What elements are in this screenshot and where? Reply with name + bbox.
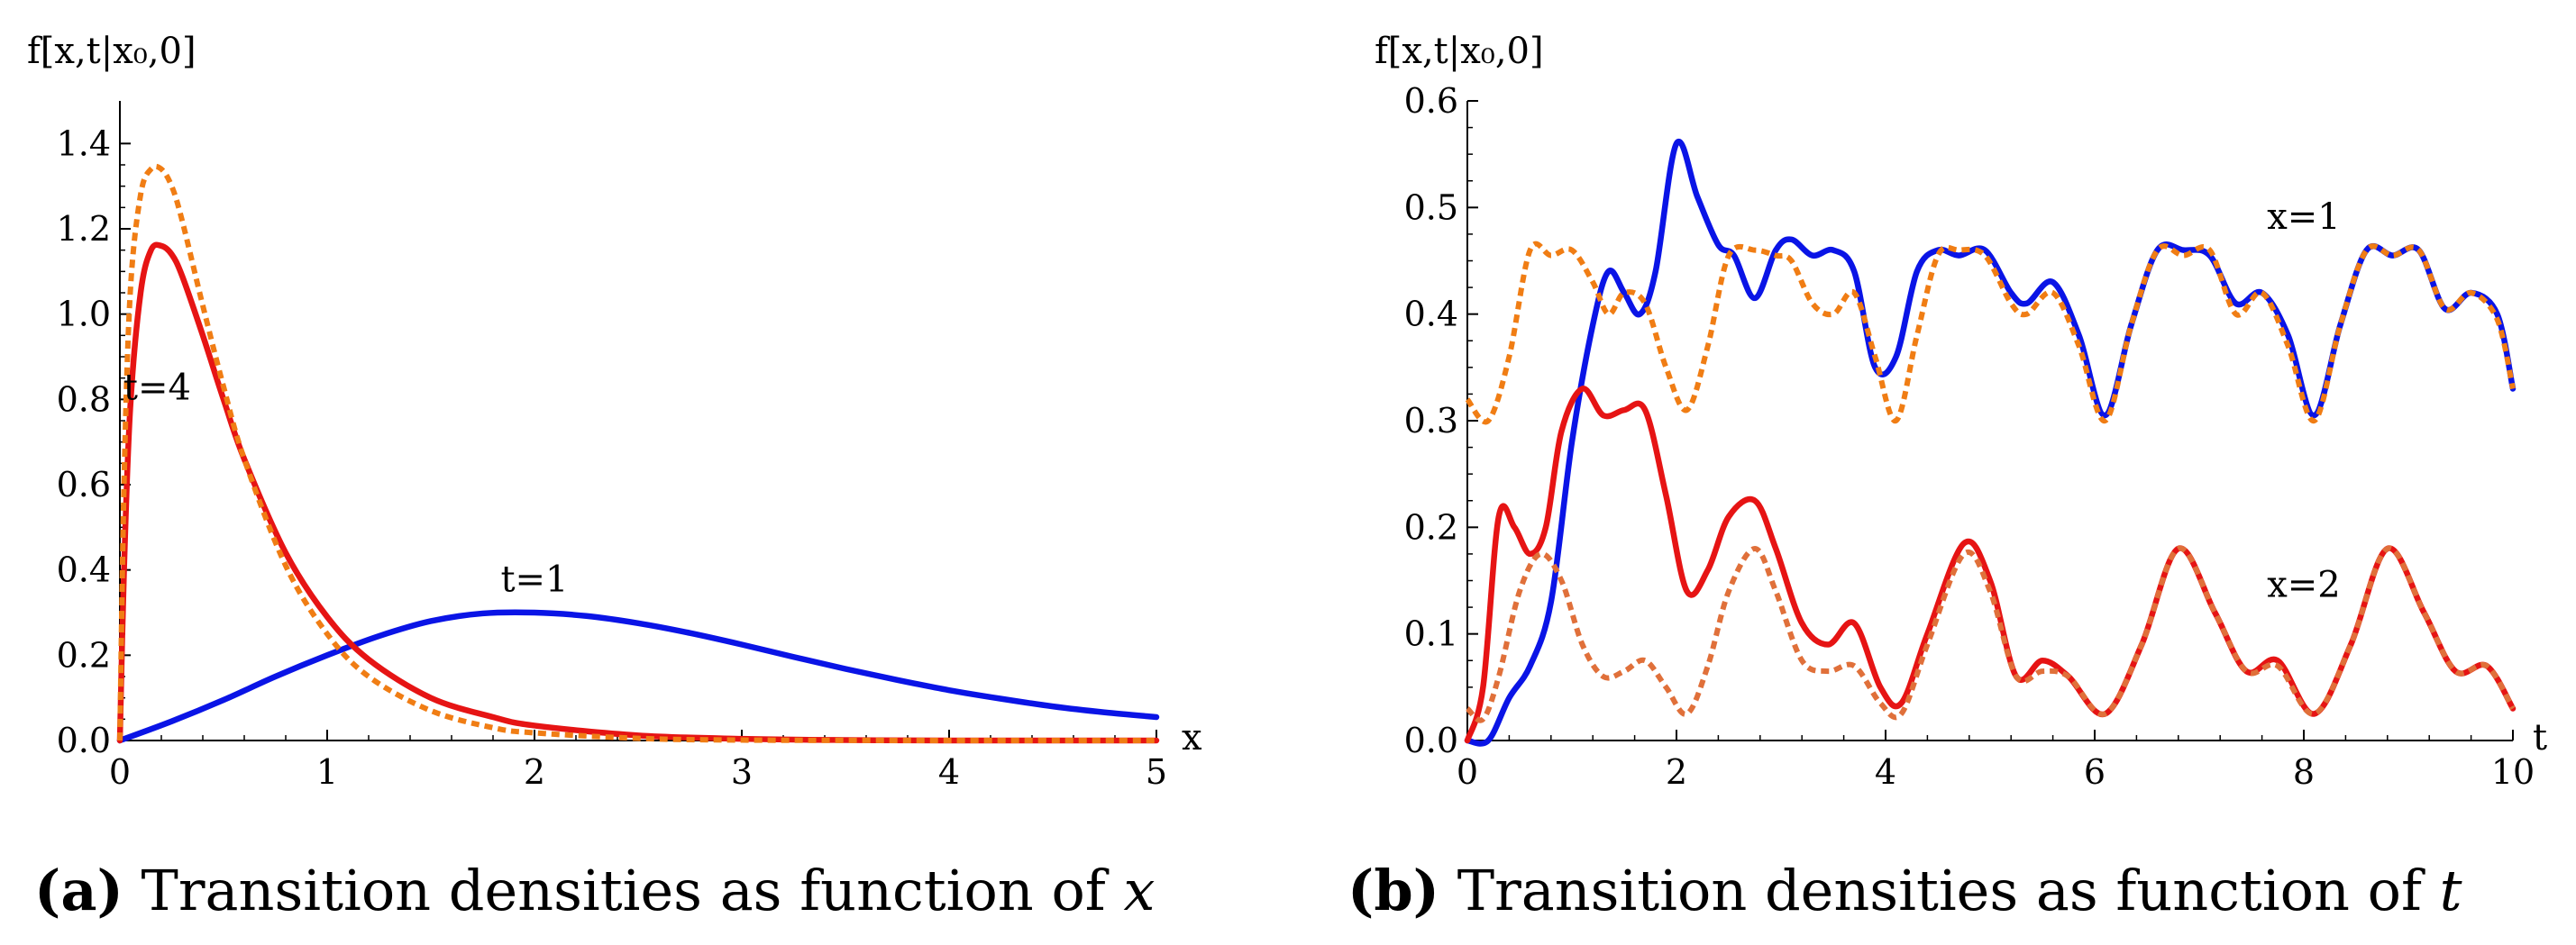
chart-panel-a: 0.0 0.2 0.4 0.6 0.8 1.0 1.2 1.4 0 1 2 3 4 5 f[x,t|x₀,0… bbox=[27, 31, 1202, 792]
x-tick-label: 0 bbox=[109, 752, 131, 792]
x-tick-label: 5 bbox=[1146, 752, 1167, 792]
series-line-1 bbox=[1464, 138, 2517, 747]
x-axis-label: x bbox=[1182, 717, 1202, 759]
series-line-2 bbox=[1465, 241, 2516, 425]
x-tick-label: 4 bbox=[1875, 752, 1896, 792]
x-tick-label: 10 bbox=[2491, 752, 2535, 792]
x-tick-label: 8 bbox=[2293, 752, 2315, 792]
caption-b-letter: (b) bbox=[1347, 858, 1439, 923]
caption-a: (a) Transition densities as function of … bbox=[34, 858, 1155, 923]
caption-a-var: x bbox=[1123, 858, 1155, 923]
y-tick-label: 0.3 bbox=[1404, 401, 1458, 441]
x-tick-label: 6 bbox=[2084, 752, 2106, 792]
caption-a-letter: (a) bbox=[34, 858, 123, 923]
caption-b-text: Transition densities as function of bbox=[1439, 858, 2440, 923]
y-tick-label: 0.6 bbox=[1404, 81, 1458, 121]
y-tick-label: 1.2 bbox=[57, 209, 111, 249]
series-line-2 bbox=[116, 241, 1160, 744]
y-tick-label: 0.0 bbox=[1404, 721, 1458, 760]
series-line-3 bbox=[117, 163, 1157, 744]
y-tick-label: 0.8 bbox=[57, 379, 111, 419]
series-line-4 bbox=[1465, 545, 2516, 723]
x-tick-label: 4 bbox=[938, 752, 960, 792]
caption-a-text: Transition densities as function of bbox=[123, 858, 1124, 923]
y-tick-label: 1.0 bbox=[57, 295, 111, 334]
annotation-label: x=1 bbox=[2267, 196, 2341, 238]
caption-b: (b) Transition densities as function of … bbox=[1347, 858, 2462, 923]
y-tick-label: 0.4 bbox=[1404, 295, 1458, 334]
y-tick-label: 0.6 bbox=[57, 465, 111, 504]
caption-b-var: t bbox=[2440, 858, 2462, 923]
y-tick-label: 0.0 bbox=[57, 721, 111, 760]
y-tick-label: 0.4 bbox=[57, 550, 111, 590]
annotation-label: x=2 bbox=[2267, 564, 2341, 605]
chart-panel-b: 0.0 0.1 0.2 0.3 0.4 0.5 0.6 0 2 4 6 8 10 f[x,t|x₀,0] t… bbox=[1375, 31, 2547, 792]
x-tick-label: 3 bbox=[731, 752, 753, 792]
x-tick-label: 2 bbox=[1666, 752, 1687, 792]
x-axis-label: t bbox=[2533, 717, 2547, 759]
y-tick-label: 0.2 bbox=[1404, 507, 1458, 547]
y-tick-label: 0.2 bbox=[57, 635, 111, 675]
y-axis-label: f[x,t|x₀,0] bbox=[27, 31, 196, 72]
annotation-label: t=1 bbox=[500, 559, 568, 600]
y-axis-label: f[x,t|x₀,0] bbox=[1375, 31, 1544, 72]
annotation-label: t=4 bbox=[123, 367, 191, 408]
x-tick-label: 1 bbox=[316, 752, 338, 792]
x-tick-label: 2 bbox=[524, 752, 545, 792]
y-tick-label: 1.4 bbox=[57, 123, 111, 163]
y-tick-label: 0.1 bbox=[1404, 614, 1458, 654]
series-line-3 bbox=[1464, 386, 2517, 744]
x-tick-label: 0 bbox=[1457, 752, 1478, 792]
y-tick-label: 0.5 bbox=[1404, 187, 1458, 227]
series-line-1 bbox=[116, 609, 1160, 744]
